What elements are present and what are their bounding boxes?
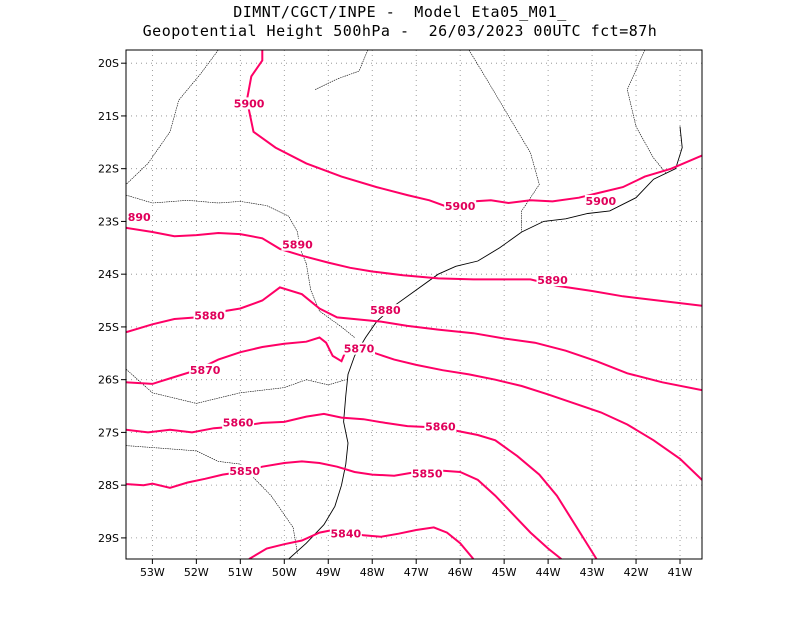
contour-label-bg	[584, 194, 617, 207]
lat-tick-label: 28S	[98, 479, 119, 492]
contour-label-5900: 5900	[445, 200, 476, 213]
coastline	[288, 126, 683, 559]
contour-label-5890: 5890	[537, 274, 568, 287]
lat-tick-label: 27S	[98, 426, 119, 439]
contour-labels: 5900 5900 5900 890 5890 5890 5880 5880 5870 5870 5…	[126, 97, 617, 540]
contour-label-bg	[281, 238, 314, 251]
contour-label-5850: 5850	[412, 468, 443, 481]
contour-label-bg	[222, 416, 255, 429]
state-border	[126, 368, 346, 404]
contour-label-5880: 5880	[370, 304, 401, 317]
lon-tick-label: 48W	[360, 566, 385, 579]
state-border	[126, 50, 219, 185]
contour-label-bg	[411, 467, 444, 480]
contour-label-5870: 5870	[190, 364, 221, 377]
lat-tick-label: 23S	[98, 215, 119, 228]
lon-tick-label: 50W	[272, 566, 297, 579]
map-frame	[125, 49, 703, 560]
contour-label-bg	[193, 309, 226, 322]
contour-label-5860: 5860	[223, 416, 254, 429]
contour-label-bg	[369, 304, 402, 317]
contour-5890	[126, 226, 702, 307]
contour-5840	[248, 526, 475, 559]
state-border	[126, 194, 307, 264]
lon-tick-label: 42W	[624, 566, 649, 579]
contour-5860	[126, 412, 598, 559]
contour-label-bg	[329, 527, 362, 540]
state-border	[126, 445, 298, 554]
lon-tick-label: 44W	[536, 566, 561, 579]
lat-tick-label: 26S	[98, 374, 119, 387]
grid-lines	[126, 50, 702, 559]
contour-5900	[245, 50, 702, 208]
contour-label-bg	[536, 274, 569, 287]
state-border	[306, 263, 355, 338]
lon-tick-label: 51W	[228, 566, 253, 579]
lon-tick-label: 47W	[404, 566, 429, 579]
state-border	[468, 50, 540, 232]
contour-label-5900: 5900	[234, 97, 265, 110]
lon-tick-label: 53W	[140, 566, 165, 579]
lon-tick-label: 41W	[668, 566, 693, 579]
contour-label-5840: 5840	[331, 527, 362, 540]
axis-ticks: 20S 21S 22S 23S 24S 25S 26S 27S 28S 29S 53W 52W 51W 5…	[98, 57, 693, 579]
contour-label-5890: 5890	[282, 239, 313, 252]
lon-tick-label: 43W	[580, 566, 605, 579]
lon-tick-label: 46W	[448, 566, 473, 579]
lat-tick-label: 24S	[98, 268, 119, 281]
contour-label-bg	[424, 420, 457, 433]
contour-label-5860: 5860	[425, 421, 456, 434]
contour-label-bg	[444, 200, 477, 213]
contour-label-5870: 5870	[344, 343, 375, 356]
lat-tick-label: 25S	[98, 321, 119, 334]
contour-label-bg	[228, 465, 261, 478]
state-border	[626, 50, 668, 175]
contour-label-bg	[343, 342, 376, 355]
coastline-path	[288, 126, 683, 559]
lon-tick-label: 49W	[316, 566, 341, 579]
contour-label-bg	[189, 363, 222, 376]
contour-label-5850: 5850	[229, 465, 260, 478]
contour-label-bg	[126, 210, 152, 223]
political-borders	[126, 50, 668, 554]
contour-5850	[126, 460, 562, 559]
contour-label-5890: 890	[128, 211, 151, 224]
lat-tick-label: 21S	[98, 110, 119, 123]
contour-label-5880: 5880	[194, 309, 225, 322]
state-border	[314, 50, 369, 90]
lat-tick-label: 20S	[98, 57, 119, 70]
lon-tick-label: 45W	[492, 566, 517, 579]
contour-lines	[126, 50, 702, 559]
lat-tick-label: 22S	[98, 163, 119, 176]
map-title-line2: Geopotential Height 500hPa - 26/03/2023 …	[142, 22, 658, 40]
lat-tick-label: 29S	[98, 532, 119, 545]
contour-label-bg	[233, 97, 266, 110]
map-title-line1: DIMNT/CGCT/INPE - Model Eta05_M01_	[233, 3, 567, 21]
lon-tick-label: 52W	[184, 566, 209, 579]
contour-label-5900: 5900	[586, 195, 617, 208]
